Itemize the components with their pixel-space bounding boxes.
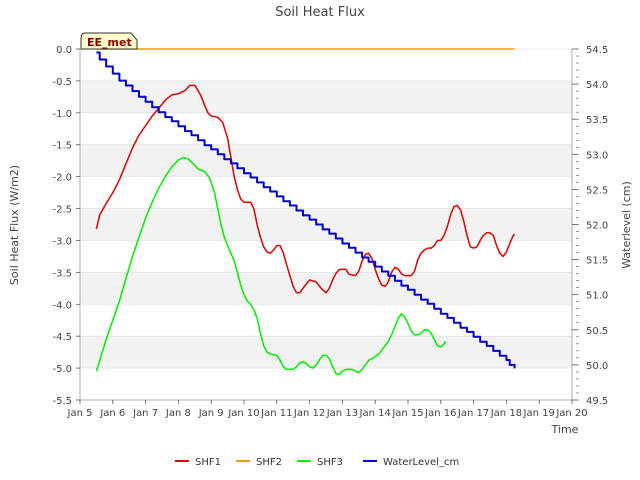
y2-tick-label: 54.5 [586,45,608,56]
series-layer [95,48,516,376]
series-line-shf1 [95,84,516,294]
y-tick-label: -2.5 [52,205,72,216]
y2-tick-label: 53.0 [586,150,608,161]
grid-band [80,176,572,209]
x-tick-label: Jan 18 [490,408,522,419]
grid-band [80,272,572,305]
grid-band [80,49,572,81]
x-tick-label: Jan 8 [165,408,191,419]
y-tick-label: -4.0 [52,300,72,311]
station-badge-label: EE_met [87,36,132,49]
grid-band [80,80,572,113]
grid-band [80,368,572,400]
x-tick-label: Jan 20 [555,408,587,419]
y2-tick-label: 49.5 [586,396,608,407]
y-axis-label: Soil Heat Flux (W/m2) [8,165,21,285]
y-tick-label: -1.5 [52,141,72,152]
x-tick-label: Jan 19 [523,408,555,419]
x-tick-label: Jan 10 [227,408,259,419]
legend-label: SHF3 [317,457,343,468]
y2-tick-label: 50.0 [586,361,608,372]
y2-tick-label: 50.5 [586,326,608,337]
y-tick-label: -3.5 [52,268,72,279]
x-tick-label: Jan 12 [293,408,325,419]
y-tick-label: -4.5 [52,332,72,343]
grid-band [80,304,572,337]
station-badge: EE_met [80,32,138,50]
grid-band [80,336,572,369]
y2-axis-label: Waterlevel (cm) [620,181,633,269]
y2-tick-label: 51.0 [586,291,608,302]
y2-tick-label: 51.5 [586,256,608,267]
series-line-shf3 [95,156,447,376]
y-tick-label: -2.0 [52,173,72,184]
x-tick-label: Jan 17 [457,408,489,419]
y-tick-label: -5.0 [52,364,72,375]
grid-band [80,144,572,177]
legend-label: WaterLevel_cm [383,457,459,468]
y-axis-ticks: 0.0 -0.5 -1.0 -1.5 -2.0 -2.5 -3.0 -3.5 -4.0 -4.5 -… [52,45,80,407]
x-tick-label: Jan 16 [424,408,456,419]
grid-bands [80,48,572,400]
y2-tick-label: 52.5 [586,185,608,196]
y2-axis-ticks: 54.5 54.0 53.5 53.0 52.5 52.0 51.5 51.0 50.5 50.0… [572,45,608,407]
y-tick-label: -5.5 [52,396,72,407]
x-tick-label: Jan 11 [260,408,292,419]
y2-tick-label: 53.5 [586,115,608,126]
x-tick-label: Jan 13 [326,408,358,419]
legend-label: SHF2 [256,457,282,468]
y-tick-label: -0.5 [52,77,72,88]
x-tick-label: Jan 6 [99,408,125,419]
y-tick-label: -1.0 [52,109,72,120]
x-tick-label: Jan 7 [132,408,158,419]
series-line-waterlevel-cm [96,51,516,369]
y-tick-label: -3.0 [52,236,72,247]
x-tick-label: Jan 14 [359,408,391,419]
chart-title: Soil Heat Flux [275,5,365,20]
legend-label: SHF1 [195,457,221,468]
grid-band [80,240,572,273]
x-tick-label: Jan 9 [198,408,224,419]
y2-tick-label: 52.0 [586,221,608,232]
grid-band [80,208,572,241]
y2-tick-label: 54.0 [586,80,608,91]
legend: SHF1 SHF2 SHF3 WaterLevel_cm [175,457,459,468]
x-axis-ticks: Jan 5 Jan 6 Jan 7 Jan 8 Jan 9 Jan 10 Jan 11 Jan… [67,400,588,419]
x-axis-label: Time [551,423,579,436]
x-tick-label: Jan 5 [67,408,93,419]
y-tick-label: 0.0 [56,45,72,56]
grid-band [80,112,572,145]
x-tick-label: Jan 15 [391,408,423,419]
